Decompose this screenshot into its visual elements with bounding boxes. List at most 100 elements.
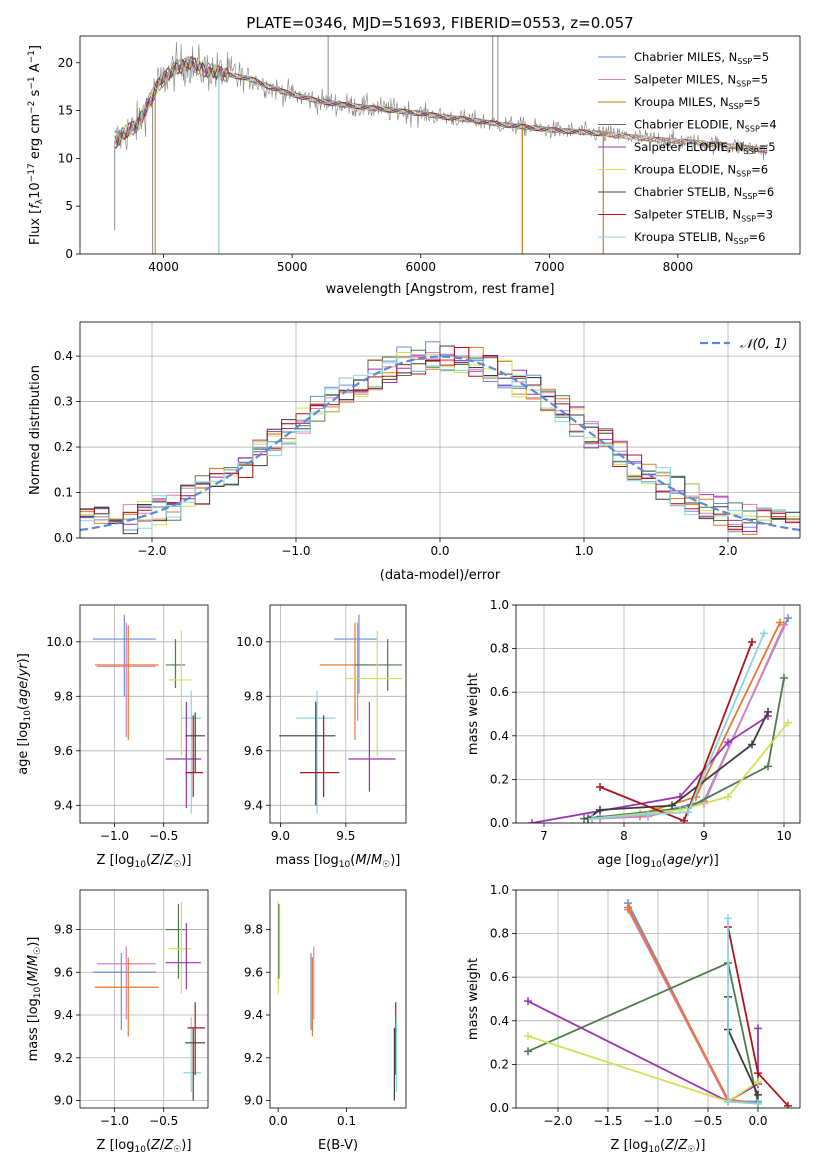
weight-marker	[780, 674, 788, 683]
data-point	[187, 1002, 206, 1075]
histogram-8	[80, 347, 800, 530]
weight-marker	[764, 762, 772, 771]
weight-marker	[528, 819, 536, 823]
data-point	[345, 630, 403, 757]
y-tick-label: 9.4	[244, 1008, 263, 1022]
y-tick-label: 15	[58, 104, 73, 118]
x-tick-label: 9	[700, 829, 708, 843]
weight-marker	[764, 707, 772, 716]
x-tick-label: 9.5	[336, 829, 355, 843]
residuals-frame	[79, 321, 801, 539]
data-point	[185, 712, 206, 773]
x-tick-label: 8000	[663, 260, 694, 274]
y-tick-label: 0.3	[54, 395, 73, 409]
weight-marker	[596, 783, 604, 792]
legend-label: 𝒩(0, 1)	[740, 337, 787, 352]
y-axis-label: Normed distribution	[28, 365, 43, 495]
weight-marker	[724, 914, 732, 923]
x-axis-label: Z [log10(Z/Z☉)]	[611, 1138, 706, 1155]
legend-label: Chabrier ELODIE, NSSP=4	[634, 118, 777, 134]
y-tick-label: 0	[65, 247, 73, 261]
weight-marker	[760, 629, 768, 638]
y-axis-label: mass weight	[466, 673, 481, 755]
y-tick-label: 20	[58, 56, 73, 70]
weight-marker	[754, 1099, 762, 1108]
legend-label: Chabrier MILES, NSSP=5	[634, 50, 769, 66]
data-point	[168, 901, 192, 994]
x-tick-label: 6000	[405, 260, 436, 274]
data-point	[96, 622, 156, 738]
weight-line-6	[591, 722, 789, 820]
y-tick-label: 0.4	[490, 729, 509, 743]
weight-vs-z-lines	[524, 899, 792, 1108]
weight-vs-age-axes: 7 8 9 10 0.0 0.2 0.4 0.6 0.8 1.0 mass weight age [l…	[466, 598, 801, 870]
figure-title: PLATE=0346, MJD=51693, FIBERID=0553, z=0…	[246, 14, 633, 32]
weight-vs-age-frame	[515, 604, 801, 824]
x-axis-label: age [log10(age/yr)]	[597, 853, 719, 870]
x-tick-label: −1.0	[643, 1114, 672, 1128]
y-tick-label: 0.2	[490, 1057, 509, 1071]
x-axis-label: (data-model)/error	[380, 568, 501, 583]
weight-marker	[776, 618, 784, 627]
weight-line-9	[591, 632, 765, 820]
x-tick-label: 0.0	[269, 1114, 288, 1128]
y-axis-label: age [log10(age/yr)]	[16, 653, 33, 775]
y-tick-label: 0.8	[490, 642, 509, 656]
x-tick-label: 10	[776, 829, 791, 843]
x-tick-label: 0.1	[337, 1114, 356, 1128]
mass-vs-z-frame	[79, 889, 209, 1109]
data-point	[348, 701, 396, 792]
model-spectrum-8	[114, 55, 603, 149]
y-tick-label: 9.0	[54, 1094, 73, 1108]
x-axis-label: Z [log10(Z/Z☉)]	[97, 1138, 192, 1155]
x-tick-label: 4000	[148, 260, 179, 274]
x-tick-label: −0.5	[693, 1114, 722, 1128]
weight-marker	[784, 614, 792, 623]
y-tick-label: 0.0	[54, 531, 73, 545]
data-point	[168, 630, 192, 757]
x-axis-label: E(B-V)	[318, 1138, 358, 1153]
age-vs-mass-points	[279, 614, 403, 814]
y-tick-label: 9.4	[54, 1008, 73, 1022]
y-tick-label: 9.4	[244, 798, 263, 812]
y-tick-label: 10.0	[46, 635, 73, 649]
x-tick-label: −1.0	[281, 544, 310, 558]
x-tick-label: −2.0	[137, 544, 166, 558]
data-point	[92, 614, 156, 697]
y-tick-label: 9.6	[54, 965, 73, 979]
data-point	[279, 701, 336, 806]
weight-marker	[668, 801, 676, 810]
data-point	[94, 625, 159, 740]
weight-line-4	[583, 677, 785, 820]
y-tick-label: 0.0	[490, 816, 509, 830]
data-point	[300, 715, 340, 798]
y-tick-label: 10.0	[236, 635, 263, 649]
weight-marker	[754, 1090, 762, 1099]
y-tick-label: 9.6	[54, 744, 73, 758]
weight-marker	[754, 1069, 762, 1078]
y-tick-label: 0.1	[54, 486, 73, 500]
x-tick-label: −0.5	[149, 829, 178, 843]
x-tick-label: 5000	[277, 260, 308, 274]
data-point	[96, 946, 156, 1020]
y-axis-label: mass weight	[466, 958, 481, 1040]
weight-marker	[748, 638, 756, 647]
x-tick-label: −1.0	[100, 1114, 129, 1128]
weight-marker	[624, 903, 632, 912]
y-tick-label: 9.2	[244, 1051, 263, 1065]
x-tick-label: −2.0	[543, 1114, 572, 1128]
x-tick-label: 2.0	[718, 544, 737, 558]
legend-label: Kroupa STELIB, NSSP=6	[634, 230, 765, 246]
y-tick-label: 1.0	[490, 598, 509, 612]
data-point	[334, 614, 378, 694]
weight-marker	[524, 997, 532, 1006]
data-point	[185, 715, 204, 798]
model-spectrum-9	[114, 55, 603, 146]
y-tick-label: 0.6	[490, 970, 509, 984]
weight-vs-z-frame	[515, 889, 801, 1109]
x-axis-label: Z [log10(Z/Z☉)]	[97, 853, 192, 870]
weight-marker	[784, 718, 792, 727]
data-point	[92, 953, 156, 1030]
y-tick-label: 9.2	[54, 1051, 73, 1065]
